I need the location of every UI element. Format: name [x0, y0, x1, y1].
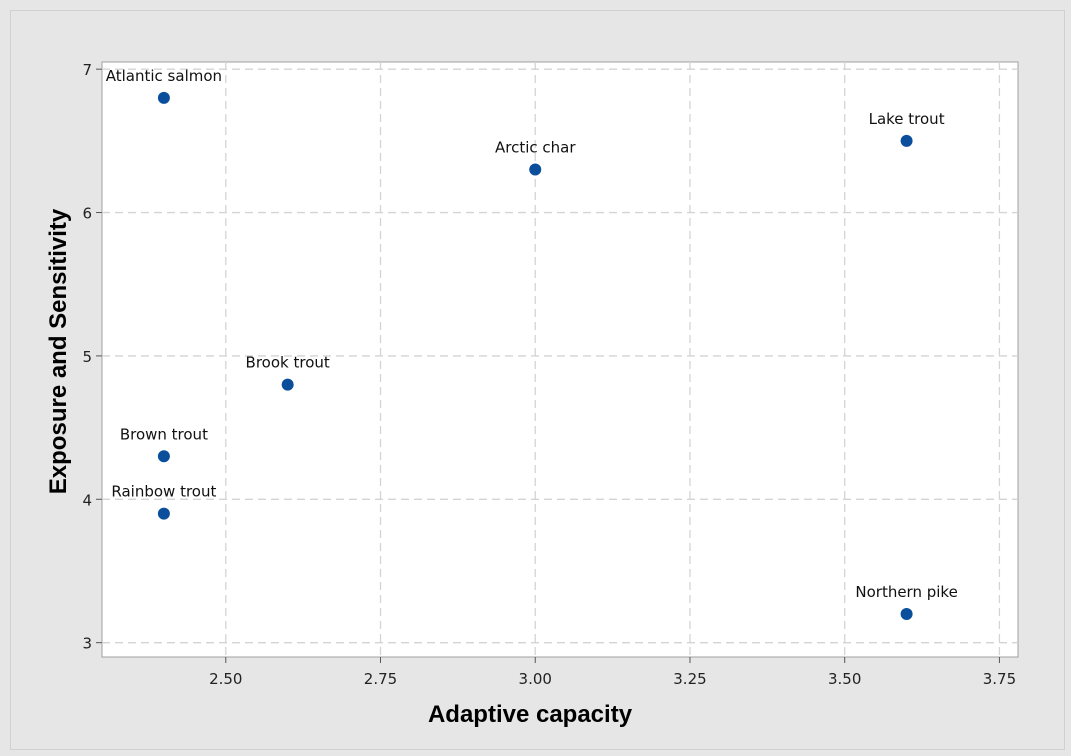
point-label: Arctic char: [495, 139, 576, 157]
point-label: Lake trout: [869, 110, 945, 128]
data-point: [900, 134, 913, 147]
x-tick-label: 3.75: [983, 670, 1016, 688]
y-axis: 3 4 5 6 7: [82, 61, 102, 653]
data-point: [281, 378, 294, 391]
x-tick-label: 3.00: [519, 670, 552, 688]
x-tick-label: 3.50: [828, 670, 861, 688]
data-point: [157, 450, 170, 463]
point-label: Brown trout: [120, 425, 208, 443]
y-tick-label: 5: [82, 348, 92, 366]
y-tick-label: 3: [82, 635, 92, 653]
x-axis-title: Adaptive capacity: [428, 701, 633, 728]
y-tick-label: 6: [82, 205, 92, 223]
x-tick-label: 2.75: [364, 670, 397, 688]
data-points: Atlantic salmon Arctic char Lake trout Broo…: [106, 67, 958, 620]
x-tick-label: 3.25: [673, 670, 706, 688]
x-tick-label: 2.50: [209, 670, 242, 688]
point-label: Atlantic salmon: [106, 67, 222, 85]
point-label: Brook trout: [246, 354, 330, 372]
point-label: Rainbow trout: [111, 483, 216, 501]
y-tick-label: 4: [82, 491, 92, 509]
data-point: [529, 163, 542, 176]
y-axis-title: Exposure and Sensitivity: [45, 208, 72, 494]
grid-lines: [102, 62, 1018, 657]
point-label: Northern pike: [855, 583, 957, 601]
y-tick-label: 7: [82, 61, 92, 79]
x-axis: 2.50 2.75 3.00 3.25 3.50 3.75: [209, 657, 1016, 688]
data-point: [157, 507, 170, 520]
data-point: [900, 607, 913, 620]
data-point: [157, 91, 170, 104]
plot-area: [101, 61, 1019, 658]
